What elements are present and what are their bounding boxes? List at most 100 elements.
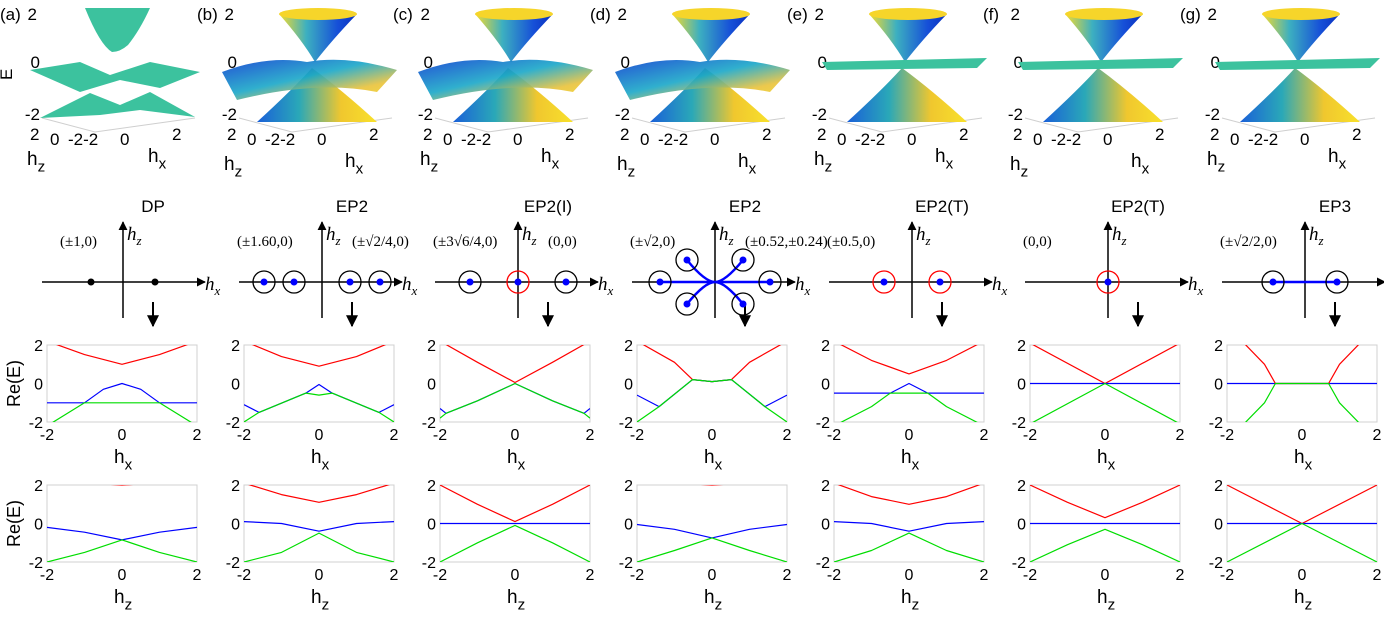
x-tick: 2 [172, 125, 181, 144]
x-tick: 2 [1013, 125, 1022, 144]
x-tick-label: -2 [433, 567, 447, 584]
ep-coordinate: (±3√6/4,0) [433, 234, 497, 250]
x-tick: -2-2 [461, 130, 491, 149]
line-plot: 2 0 -2-2 0 2 hx [1209, 338, 1382, 474]
plot-frame [243, 484, 395, 563]
line-plot: 2 0 -2-2 0 2 hx [422, 338, 595, 474]
series-line [440, 485, 590, 523]
plot-frame [833, 484, 985, 563]
x-tick-label: 0 [118, 427, 127, 444]
ep-ring [368, 270, 392, 294]
x-tick-label: 2 [783, 427, 792, 444]
series-line [1227, 522, 1377, 562]
ep-ring-red [872, 270, 896, 294]
x-tick: 2 [620, 125, 629, 144]
x-tick-label: 0 [1298, 567, 1307, 584]
x-tick: -2-2 [855, 130, 885, 149]
line-plot: 2 0 -2-2 0 2 hz [619, 478, 792, 614]
x-tick: -2-2 [265, 130, 295, 149]
series-line [637, 537, 787, 562]
axis-label-hx: hx [1131, 151, 1150, 178]
x-tick-label: 2 [1176, 567, 1185, 584]
series-line [445, 345, 585, 384]
series-line [834, 532, 984, 562]
series-line [440, 524, 590, 562]
plot-frame [636, 344, 788, 423]
line-plot: 2 0 -2-2 0 2 hx [816, 338, 989, 474]
x-tick-label: 2 [1373, 427, 1382, 444]
x-tick: 2 [1352, 125, 1361, 144]
z-tick: -2 [222, 105, 237, 124]
hz-axis-label: hz [719, 224, 734, 248]
x-tick: 2 [762, 125, 771, 144]
ep-coordinate: (±√2/2,0) [1220, 234, 1277, 250]
point-marker [683, 300, 691, 308]
x-tick: 2 [1210, 125, 1219, 144]
point-type-title: EP2(T) [915, 197, 969, 216]
line-plot: 2 0 -2-2 0 2 hx [226, 338, 399, 474]
ep-ring [282, 270, 306, 294]
upper-cone [475, 10, 553, 62]
panel-label: (d) [590, 5, 611, 24]
y-tick-label: -2 [226, 415, 240, 432]
y-tick-label: -2 [1012, 555, 1026, 572]
x-axis-label: hz [704, 587, 722, 614]
y-tick-label: -2 [619, 415, 633, 432]
z-tick: 2 [1208, 5, 1217, 24]
z-tick: -2 [812, 105, 827, 124]
flat-band [822, 58, 987, 70]
line-plot: 2 0 -2-2 0 2 hx [619, 338, 792, 474]
point-marker [880, 278, 888, 286]
z-tick: 2 [815, 5, 824, 24]
point-marker [739, 256, 747, 264]
plot-frame [243, 344, 395, 423]
y-tick-label: 0 [1214, 377, 1223, 394]
panel-label: (c) [393, 5, 413, 24]
y-tick-label: 0 [1017, 377, 1026, 394]
point-type-title: EP2 [729, 197, 761, 216]
x-tick: 2 [817, 125, 826, 144]
x-tick-label: 2 [193, 567, 202, 584]
x-tick: 2 [369, 125, 378, 144]
x-tick-label: -2 [40, 567, 54, 584]
ep-ring-red [506, 270, 530, 294]
y-tick-label: -2 [29, 555, 43, 572]
x-tick-label: -2 [237, 567, 251, 584]
y-tick-label: 0 [427, 517, 436, 534]
x-tick-label: -2 [827, 427, 841, 444]
x-tick-label: -2 [827, 567, 841, 584]
x-tick-label: 2 [1373, 567, 1382, 584]
y-tick-label: 2 [34, 478, 43, 495]
point-marker [514, 278, 522, 286]
y-tick-label: 0 [427, 377, 436, 394]
x-tick: 0 [443, 130, 452, 149]
point-marker [683, 256, 691, 264]
point-marker [739, 300, 747, 308]
scheme-panel: EP2(T) hz hx (0,0) [1023, 197, 1204, 328]
cone-rim [672, 8, 750, 20]
ep-ring [731, 292, 755, 316]
ep-ring [731, 248, 755, 272]
panel-label: (e) [787, 5, 808, 24]
x-tick: -2-2 [1248, 130, 1278, 149]
x-axis-label: hx [311, 447, 330, 474]
axis-label-hx: hx [935, 146, 954, 173]
line-plot: 2 0 -2-2 0 2 Re(E) hx [4, 338, 202, 474]
scheme-panel: EP3hzhx(±√2/2,0) [1220, 197, 1384, 328]
panel-label: (g) [1180, 5, 1201, 24]
x-tick-label: -2 [40, 427, 54, 444]
x-tick: 2 [565, 125, 574, 144]
x-tick: 0 [247, 130, 256, 149]
x-tick: -2-2 [68, 130, 98, 149]
x-axis-label: hx [704, 447, 723, 474]
z-tick: 0 [1014, 53, 1023, 72]
ep-coordinate: (0,0) [1023, 234, 1052, 250]
ep-ring [458, 270, 482, 294]
x-tick-label: 2 [783, 567, 792, 584]
y-tick-label: -2 [816, 555, 830, 572]
series-line [834, 382, 984, 394]
